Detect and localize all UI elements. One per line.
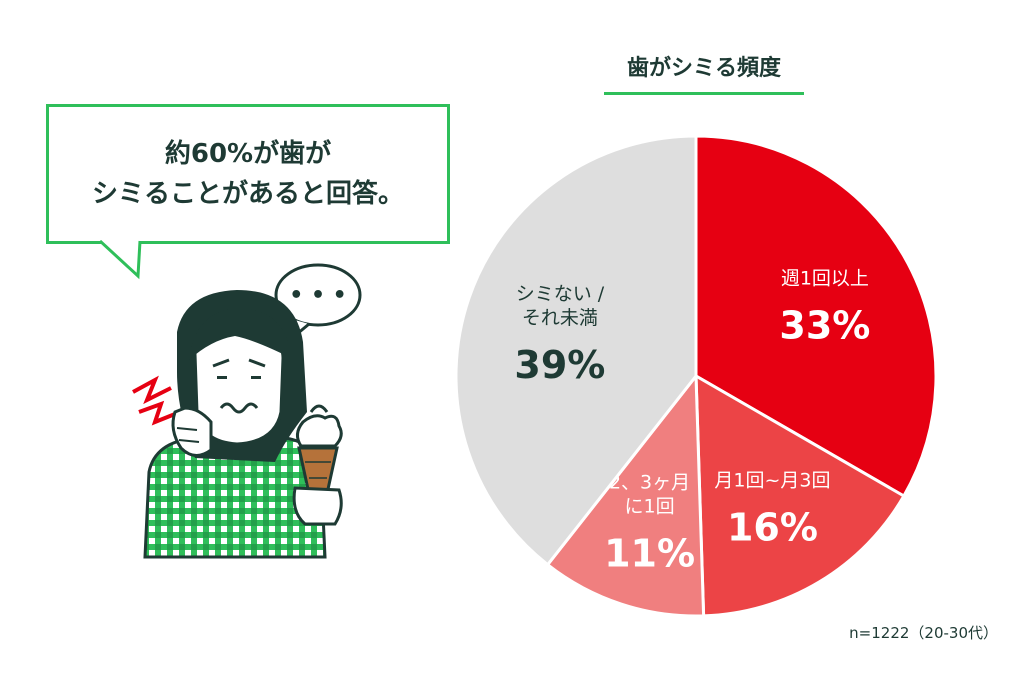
person-with-toothache-icon: • • • bbox=[132, 263, 362, 559]
slice-value-0: 33% bbox=[779, 304, 870, 348]
slice-label-3-line-0: シミない / bbox=[516, 283, 605, 305]
slice-label-2-line-0: 2、3ヶ月 bbox=[609, 471, 690, 493]
slice-label-1-line-0: 月1回~月3回 bbox=[714, 470, 830, 492]
chart-title-underline bbox=[604, 92, 804, 95]
slice-value-3: 39% bbox=[514, 343, 605, 387]
slice-value-1: 16% bbox=[727, 506, 818, 550]
slice-label-3-line-1: それ未満 bbox=[522, 307, 598, 329]
pie-slice-1 bbox=[694, 373, 906, 618]
pie-slice-2 bbox=[545, 371, 706, 618]
sample-size-note: n=1222（20-30代） bbox=[849, 624, 998, 642]
thought-dots: • • • bbox=[289, 283, 347, 308]
chart-title: 歯がシミる頻度 bbox=[626, 56, 781, 81]
pie-slice-3 bbox=[454, 134, 698, 567]
slice-label-2-line-1: に1回 bbox=[625, 495, 675, 517]
pain-zigzag-icon bbox=[132, 375, 176, 426]
callout-bubble: 約60%が歯が シミることがあると回答。 bbox=[46, 104, 450, 244]
ice-cream-cone-icon bbox=[292, 404, 343, 526]
slice-label-0-line-0: 週1回以上 bbox=[781, 268, 869, 290]
slice-value-2: 11% bbox=[604, 531, 695, 575]
callout-line-1: 約60%が歯が bbox=[164, 139, 332, 169]
callout-tail bbox=[100, 240, 142, 280]
pie-slice-0 bbox=[694, 134, 938, 499]
callout-line-2: シミることがあると回答。 bbox=[91, 179, 404, 209]
